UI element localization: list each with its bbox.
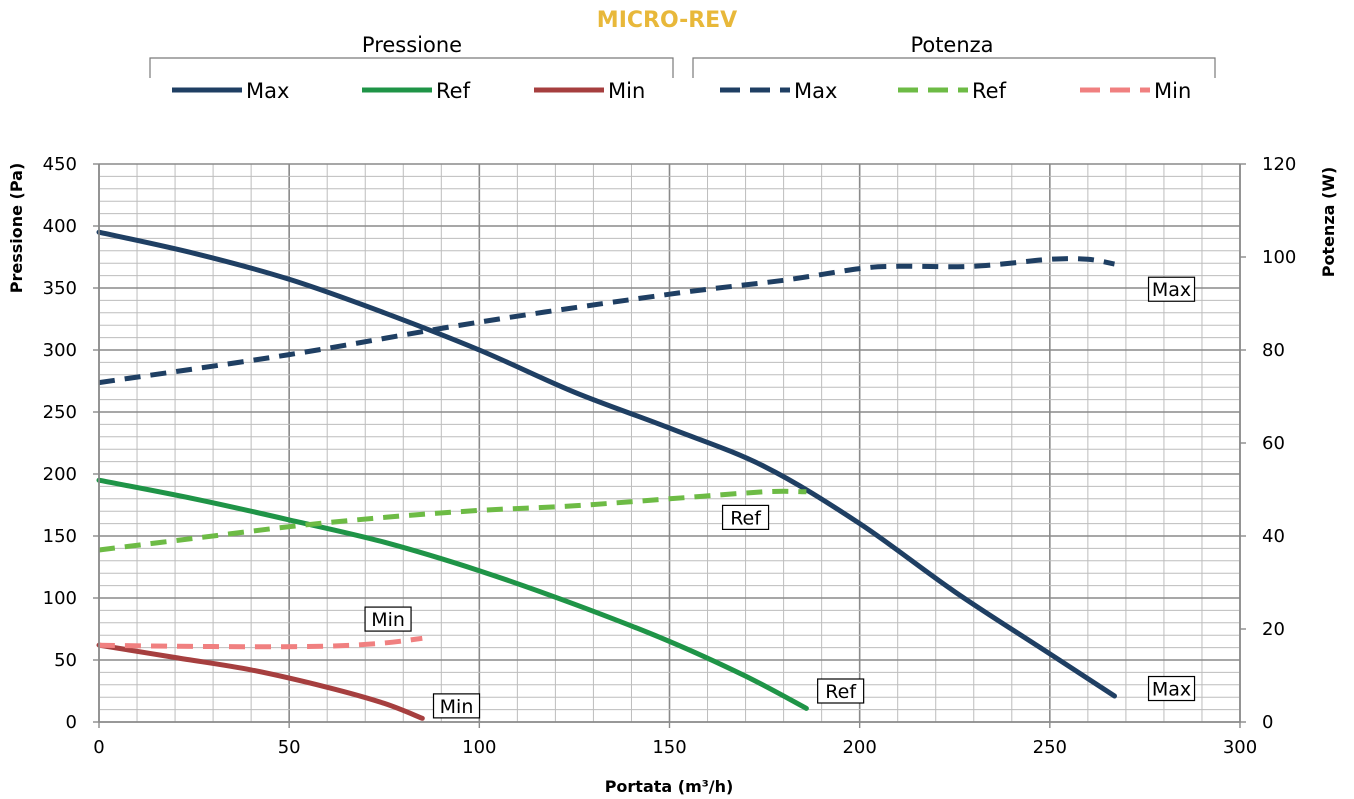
y-tick-label: 50 (54, 650, 77, 671)
annotation-box (721, 504, 770, 530)
chart-title: MICRO-REV (597, 8, 737, 33)
legend-label-potenza-min: Min (1154, 79, 1191, 103)
y2-tick-label: 20 (1262, 619, 1285, 640)
annotation-label: Max (1152, 679, 1191, 701)
y-tick-label: 100 (43, 588, 77, 609)
series-potenza-ref-line (98, 488, 807, 553)
annotation-box (1147, 276, 1196, 302)
legend-group-title: Pressione (362, 33, 462, 57)
series-potenza-min-line (98, 635, 423, 650)
legend-label-potenza-max: Max (794, 79, 837, 103)
axes: 0 50 100 150 200 250 3000501001502002503003504… (43, 154, 1297, 758)
y2-tick-label: 100 (1262, 247, 1296, 268)
legend-label-pressione-max: Max (246, 79, 289, 103)
series-pressione-ref-line (96, 477, 809, 711)
y2-tick-label: 60 (1262, 433, 1285, 454)
y2-tick-label: 120 (1262, 154, 1296, 175)
legend-group-title: Potenza (910, 33, 993, 57)
series-pressione-min-line (96, 642, 425, 721)
series-potenza-max-line (98, 256, 1115, 386)
x-tick-label: 0 (93, 737, 104, 758)
y-tick-label: 200 (43, 464, 77, 485)
y-tick-label: 150 (43, 526, 77, 547)
annotation-label: Ref (825, 681, 857, 703)
y-tick-label: 350 (43, 278, 77, 299)
y-tick-label: 0 (66, 712, 77, 733)
legend-label-potenza-ref: Ref (972, 79, 1007, 103)
annotation-label: Max (1152, 279, 1191, 301)
annotation-box (432, 693, 481, 719)
y-tick-label: 250 (43, 402, 77, 423)
annotation-box (364, 606, 412, 632)
x-tick-label: 300 (1223, 737, 1257, 758)
grid (98, 163, 1241, 723)
x-axis-title: Portata (m³/h) (605, 777, 734, 796)
y2-tick-label: 40 (1262, 526, 1285, 547)
y-axis-title: Pressione (Pa) (7, 163, 26, 294)
annotation-label: Min (371, 609, 405, 631)
x-tick-label: 100 (462, 737, 496, 758)
series-pressione-max-line (96, 229, 1117, 699)
x-tick-label: 200 (842, 737, 876, 758)
annotation-label: Ref (730, 507, 762, 529)
y-tick-label: 300 (43, 340, 77, 361)
legend-group-bracket (149, 57, 674, 78)
y2-tick-label: 0 (1262, 712, 1273, 733)
x-tick-label: 50 (278, 737, 301, 758)
legend: Pressione Potenza Max Ref Min Max Ref Min (149, 33, 1216, 103)
annotation-box (1147, 675, 1196, 702)
annotation-box (817, 678, 865, 704)
y-tick-label: 400 (43, 216, 77, 237)
legend-label-pressione-ref: Ref (436, 79, 471, 103)
y-tick-label: 450 (43, 154, 77, 175)
annotation-label: Min (440, 696, 474, 718)
y2-axis-title: Potenza (W) (1319, 167, 1338, 278)
x-tick-label: 250 (1033, 737, 1067, 758)
series-layer (96, 229, 1117, 721)
legend-label-pressione-min: Min (608, 79, 645, 103)
x-tick-label: 150 (652, 737, 686, 758)
legend-group-bracket (692, 57, 1216, 78)
annotations: Max Max Ref Ref Min Min (364, 276, 1196, 719)
y2-tick-label: 80 (1262, 340, 1285, 361)
